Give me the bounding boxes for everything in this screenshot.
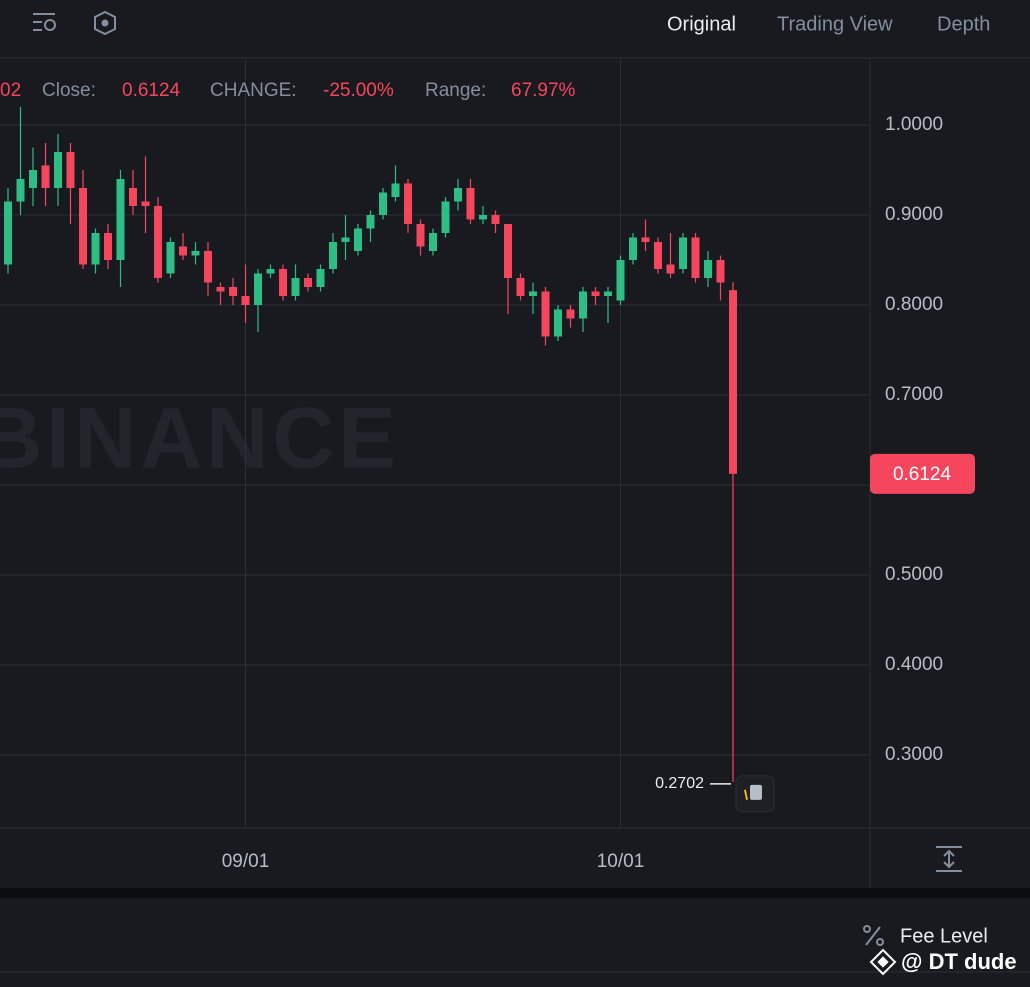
candle-body xyxy=(216,286,225,292)
candle-body xyxy=(454,187,462,202)
news-icon-glyph xyxy=(750,784,762,800)
info-value: 02 xyxy=(0,80,21,101)
candle-body xyxy=(354,228,362,251)
candle-body xyxy=(516,277,525,296)
info-value: -25.00% xyxy=(323,80,394,101)
y-tick-label: 0.9000 xyxy=(885,204,943,225)
candle-body xyxy=(266,268,275,274)
y-tick-label: 0.8000 xyxy=(885,294,943,315)
candle-body xyxy=(616,259,625,301)
info-bar: 02 Close: 0.6124 CHANGE: -25.00% Range: … xyxy=(0,80,576,101)
info-label: CHANGE: xyxy=(210,80,297,101)
candle-body xyxy=(379,192,387,215)
x-tick-label: 10/01 xyxy=(597,851,645,872)
tab[interactable]: Depth xyxy=(937,13,990,35)
candle-body xyxy=(679,237,687,269)
candle-body xyxy=(541,291,550,337)
candle-body xyxy=(241,295,250,305)
candle-body xyxy=(604,291,612,296)
candle-body xyxy=(129,187,137,206)
candle-body xyxy=(116,178,125,260)
candle-body xyxy=(291,277,300,296)
candle-body xyxy=(229,286,237,296)
candle-body xyxy=(691,237,700,278)
candle-body xyxy=(466,187,475,220)
y-tick-label: 1.0000 xyxy=(885,114,943,135)
candle-body xyxy=(704,259,712,278)
candle-body xyxy=(529,291,537,296)
candle-body xyxy=(341,237,350,242)
candle-body xyxy=(629,237,637,260)
fee-icon xyxy=(863,925,884,946)
candle-body xyxy=(41,165,50,188)
fee-level[interactable]: Fee Level xyxy=(900,925,988,947)
candle-body xyxy=(141,201,150,206)
candle-body xyxy=(104,232,112,260)
indicator-icon[interactable] xyxy=(94,10,116,36)
candle-body xyxy=(441,201,450,233)
candle-body xyxy=(429,232,437,251)
candle-body xyxy=(716,259,725,283)
candle-body xyxy=(54,151,62,188)
tab[interactable]: Trading View xyxy=(777,13,893,35)
watermark: BINANCE xyxy=(0,391,400,487)
candle-body xyxy=(416,223,425,247)
credit: @ DT dude xyxy=(901,949,1017,974)
plot: BINANCE0.30000.40000.50000.60000.70000.8… xyxy=(0,60,943,872)
y-tick-label: 0.7000 xyxy=(885,384,943,405)
y-tick-label: 0.4000 xyxy=(885,654,943,675)
candle-body xyxy=(666,264,675,274)
info-value: 67.97% xyxy=(511,80,576,101)
candle-body xyxy=(366,214,375,229)
separator-band xyxy=(0,888,1030,898)
last-price: 0.6124 xyxy=(893,464,952,485)
candle-body xyxy=(304,277,312,287)
candle-body xyxy=(29,169,37,188)
info-value: 0.6124 xyxy=(122,80,181,101)
candle-body xyxy=(579,291,587,319)
candle-body xyxy=(391,183,400,197)
candle-body xyxy=(404,183,412,224)
candle-body xyxy=(729,290,737,474)
candle-body xyxy=(204,250,212,283)
candle-body xyxy=(316,268,325,287)
candle-body xyxy=(154,205,162,278)
info-label: Close: xyxy=(42,80,96,101)
candle-body xyxy=(79,187,87,265)
candle-body xyxy=(554,309,562,337)
candle-body xyxy=(279,268,287,296)
candle-body xyxy=(566,309,575,319)
tab[interactable]: Original xyxy=(667,13,736,35)
candle-body xyxy=(504,223,512,278)
x-tick-label: 09/01 xyxy=(222,851,270,872)
y-tick-label: 0.3000 xyxy=(885,744,943,765)
y-tick-label: 0.5000 xyxy=(885,564,943,585)
candle-body xyxy=(91,232,100,265)
logo-icon xyxy=(869,948,897,976)
candle-body xyxy=(4,201,12,265)
candle-body xyxy=(166,241,175,274)
price-tag xyxy=(870,453,975,494)
news-icon-glyph xyxy=(744,789,748,801)
candle-body xyxy=(591,291,600,296)
candle-body xyxy=(66,151,75,188)
candle-body xyxy=(179,246,187,256)
candle-body xyxy=(16,178,25,202)
candle-body xyxy=(479,214,487,220)
candle-body xyxy=(654,241,662,269)
candle-body xyxy=(329,241,337,269)
candle-body xyxy=(254,273,262,305)
fit-icon[interactable] xyxy=(936,846,962,872)
info-label: Range: xyxy=(425,80,486,101)
low-label: 0.2702 xyxy=(655,775,704,792)
candle-body xyxy=(191,250,200,256)
candle-body xyxy=(491,214,500,224)
settings-icon[interactable] xyxy=(33,13,56,31)
candle-body xyxy=(641,237,650,242)
